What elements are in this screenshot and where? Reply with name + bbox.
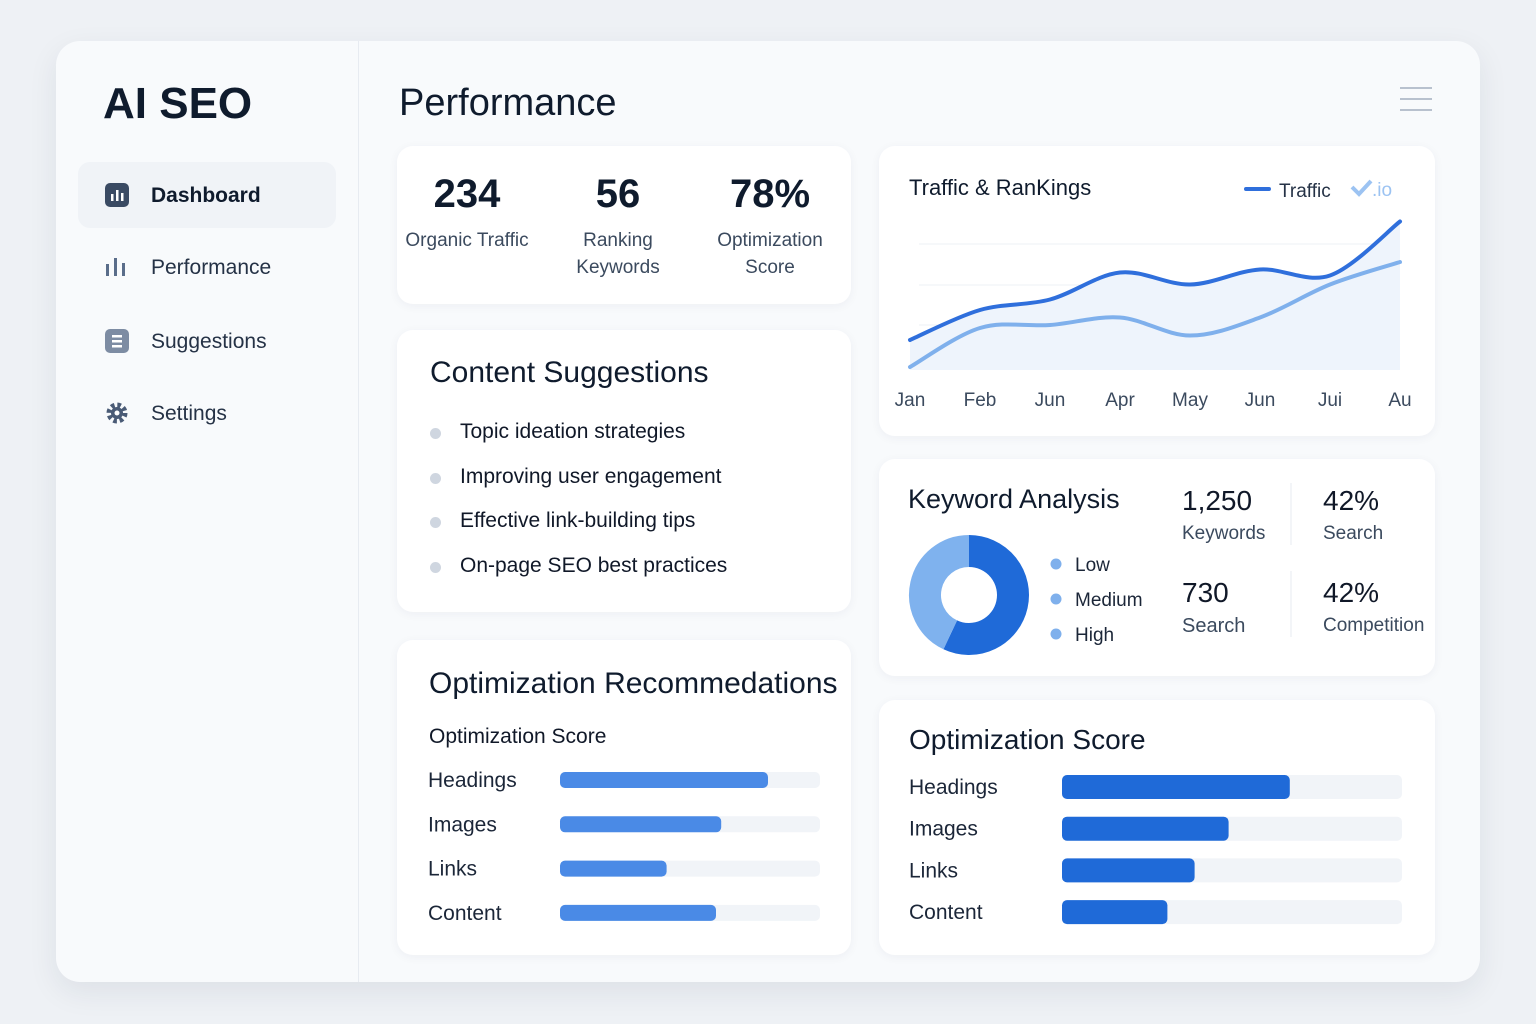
bar xyxy=(1062,900,1168,925)
traffic-area xyxy=(910,221,1400,370)
kw-stat-value: 42% xyxy=(1323,577,1380,608)
kw-stat-value: 1,250 xyxy=(1182,485,1253,516)
bar xyxy=(1062,858,1195,883)
sidebar: AI SEO Dashboard Performance Suggestions… xyxy=(56,41,359,982)
x-tick-label: Apr xyxy=(1105,390,1135,411)
nav-icon xyxy=(105,329,129,353)
suggestions-panel: Content Suggestions Topic ideation strat… xyxy=(397,330,851,612)
suggestion-list: Topic ideation strategies Improving user… xyxy=(429,420,727,599)
suggestion: Effective link-building tips xyxy=(429,509,727,554)
legend-dot xyxy=(1050,558,1062,570)
donut-segment xyxy=(909,535,970,650)
nav-item[interactable]: Suggestions xyxy=(78,308,336,374)
legend-dot xyxy=(1050,628,1062,640)
kw-stat-value: 730 xyxy=(1182,577,1229,608)
legend-label: Low xyxy=(1075,555,1110,576)
bar xyxy=(560,860,667,877)
nav-label: Dashboard xyxy=(151,184,261,207)
legend-label: Medium xyxy=(1075,590,1143,611)
nav-label: Suggestions xyxy=(151,330,267,353)
bar xyxy=(1062,775,1290,799)
kw-stat-label: Keywords xyxy=(1182,523,1266,544)
nav-icon xyxy=(105,183,129,207)
legend-label: .io xyxy=(1372,180,1392,201)
bar-label: Images xyxy=(909,818,978,841)
nav-icon xyxy=(106,402,128,424)
stat: 56 Ranking Keywords xyxy=(543,172,693,281)
nav-label: Performance xyxy=(151,256,272,279)
bar xyxy=(1062,816,1229,841)
bar-label: Links xyxy=(428,858,477,881)
donut-segment xyxy=(943,535,1029,655)
line-chart: Traffic & RanKings Traffic .io Jan Feb Jun… xyxy=(895,175,1412,411)
nav-item[interactable]: Settings xyxy=(78,380,336,446)
stats-panel: 234 Organic Traffic 56 Ranking Keywords 78… xyxy=(397,146,851,304)
nav-item[interactable]: Dashboard xyxy=(78,162,336,228)
line xyxy=(908,260,1402,369)
recommendations-panel: Optimization Recommedations Optimization… xyxy=(397,640,851,955)
kw-stat-value: 42% xyxy=(1323,485,1380,516)
legend-label: High xyxy=(1075,625,1114,646)
nav-icon xyxy=(106,258,125,276)
x-tick-label: Jui xyxy=(1318,390,1342,411)
stat-value: 78% xyxy=(729,172,811,216)
x-tick-label: Au xyxy=(1388,390,1411,411)
bar xyxy=(560,816,722,833)
stat: 78% Optimization Score xyxy=(695,172,845,281)
stat-label: Optimization Score xyxy=(717,230,823,278)
x-tick-label: Jun xyxy=(1245,390,1276,411)
stat: 234 Organic Traffic xyxy=(392,172,542,254)
nav-item[interactable]: Performance xyxy=(78,234,336,300)
x-tick-label: Jan xyxy=(895,390,926,411)
kw-stat-label: Competition xyxy=(1323,615,1425,636)
chart-title: Traffic & RanKings xyxy=(909,175,1091,200)
brand: AI SEO xyxy=(103,79,253,128)
suggestion: On-page SEO best practices xyxy=(429,554,727,599)
x-tick-label: Jun xyxy=(1035,390,1066,411)
donut-chart: Low Medium High xyxy=(909,483,1292,655)
nav-label: Settings xyxy=(151,402,227,425)
keyword-panel: Keyword Analysis Low Medium High 1,250 Key… xyxy=(879,459,1435,676)
bar-label: Links xyxy=(909,859,958,882)
bar-chart: Optimization Score Headings Images Links Co… xyxy=(909,724,1402,925)
suggestion: Topic ideation strategies xyxy=(429,420,727,465)
kw-stat-label: Search xyxy=(1323,523,1384,544)
legend-swatch xyxy=(1350,179,1373,197)
stat-label: Organic Traffic xyxy=(405,230,529,251)
page-title: Performance xyxy=(399,82,617,124)
chart-title: Optimization Score xyxy=(909,724,1146,755)
bar xyxy=(560,904,716,921)
stat-value: 56 xyxy=(595,172,641,216)
bar xyxy=(560,772,768,788)
panel-title: Keyword Analysis xyxy=(908,484,1120,514)
bar-label: Content xyxy=(428,902,502,925)
menu-icon[interactable] xyxy=(1398,85,1434,115)
x-tick-label: May xyxy=(1172,390,1208,411)
bar-label: Headings xyxy=(909,776,998,799)
bar-label: Content xyxy=(909,901,983,924)
panel-subtitle: Optimization Score xyxy=(429,725,607,748)
line xyxy=(908,219,1402,342)
kw-stat-label: Search xyxy=(1182,615,1246,637)
panel-title: Optimization Recommedations xyxy=(429,667,838,700)
stat-label: Ranking Keywords xyxy=(576,230,660,278)
x-tick-label: Feb xyxy=(964,390,997,411)
bar-label: Images xyxy=(428,813,497,836)
suggestion: Improving user engagement xyxy=(429,465,727,510)
bar-chart: Headings Images Links Content xyxy=(428,769,820,925)
traffic-panel: Traffic & RanKings Traffic .io Jan Feb Jun… xyxy=(879,146,1435,436)
legend-label: Traffic xyxy=(1279,181,1331,202)
legend-dot xyxy=(1050,593,1062,605)
panel-title: Content Suggestions xyxy=(430,356,709,389)
stat-value: 234 xyxy=(433,172,501,216)
score-panel: Optimization Score Headings Images Links Co… xyxy=(879,700,1435,955)
bar-label: Headings xyxy=(428,769,517,792)
